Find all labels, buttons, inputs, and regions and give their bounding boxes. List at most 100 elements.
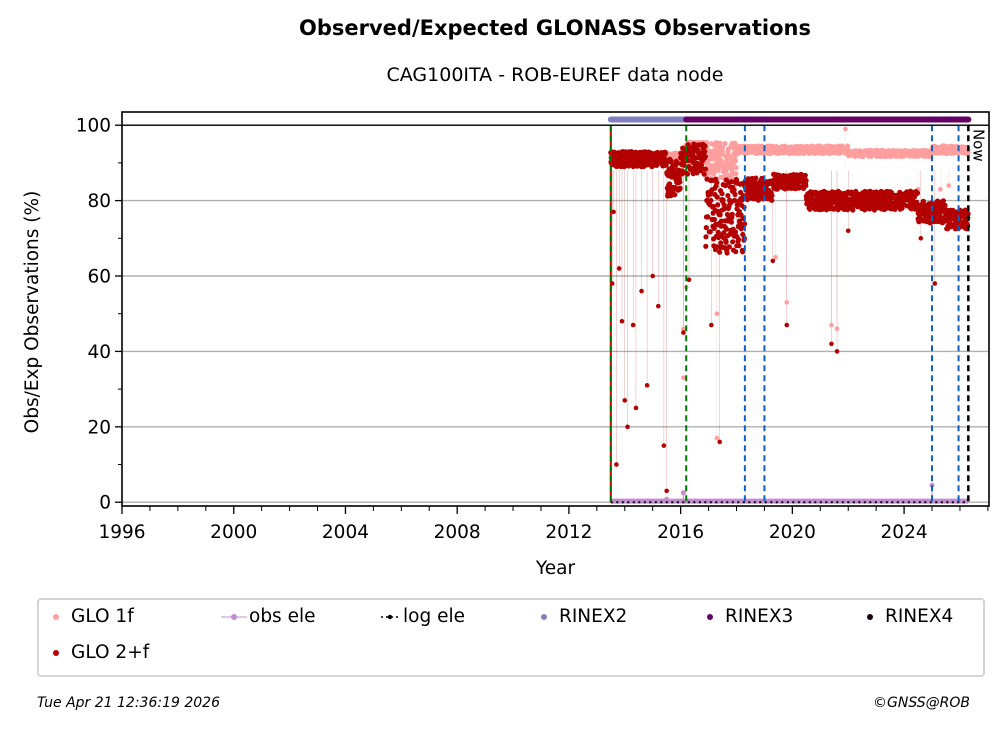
glo1f-point [681,326,686,332]
legend-item-rinex2: RINEX2 [533,606,627,627]
glo1f-marker-icon [45,607,71,627]
glo2f-point [729,179,735,185]
glo2f-point [742,221,748,227]
glo2f-point [730,239,736,245]
glo2f-point [942,202,948,208]
glo2f-point [829,341,834,347]
x-tick-label: 1996 [98,522,145,543]
glo1f-point [843,126,848,132]
glo2f-point [702,153,708,160]
glo2f-point [630,322,636,328]
legend-label: GLO 2+f [71,642,150,663]
glo2f-point [729,211,735,217]
x-tick-label: 2024 [881,522,928,543]
x-tick-label: 2012 [545,522,592,543]
glo2f-point [667,181,673,187]
glo2f-point [614,462,619,467]
glo2f-point [702,149,708,155]
glo2f-point [721,230,727,236]
glo1f-point [681,375,686,381]
glo2f-point [616,266,622,271]
y-tick-label: 0 [99,493,111,514]
glo2f-point [672,192,678,198]
rinex3-marker-icon [699,607,725,627]
glo2f-point [726,244,733,250]
legend-item-glo1f: GLO 1f [45,606,134,627]
glo1f-point [938,186,943,192]
glo1f-point [834,326,840,332]
glo1f-point [722,153,728,159]
glo2f-point [703,234,709,240]
glo2f-point [661,443,667,448]
glo2f-point [802,172,808,178]
legend-item-rinex4: RINEX4 [859,606,953,627]
glo2f-point [807,206,813,212]
glo2f-point [753,175,759,181]
glo1f-point [732,158,739,164]
glo2f-point [677,185,683,191]
legend-item-log-ele: log ele [379,606,465,627]
glo2f-point [720,197,726,203]
glo2f-point [724,250,730,256]
glo1f-point [829,322,834,328]
x-tick-label: 2004 [322,522,369,543]
legend-label: log ele [403,606,465,627]
data-layer [608,126,971,504]
x-tick-label: 2000 [210,522,257,543]
glo2f-point [655,303,661,309]
glo2f-point [728,219,735,225]
glo2f-point [707,229,713,235]
glo1f-point [722,140,728,147]
log-ele-line-marker-icon [379,607,403,627]
legend-label: GLO 1f [71,606,134,627]
glo2f-point [677,179,683,185]
glo2f-point [717,439,723,445]
glo1f-point [724,157,730,163]
glo2f-point [709,322,714,328]
glo2f-point [913,199,920,205]
glo2f-point [633,405,639,411]
glo2f-point [722,206,728,212]
glo2f-point [803,178,809,184]
glo2f-point [664,488,669,494]
glo2f-point [686,277,692,283]
glo1f-point [845,143,851,149]
glo2f-point [639,288,644,294]
glo2f-point [679,168,686,174]
glo2f-point [662,150,669,157]
glo2f-point [711,225,717,231]
glo1f-point [719,149,725,155]
glo2f-point [835,207,841,213]
glo2f-point [769,197,775,203]
chart-subtitle: CAG100ITA - ROB-EUREF data node [386,64,724,86]
chart-title: Observed/Expected GLONASS Observations [299,16,811,40]
glo2f-point [714,180,720,186]
glo2f-point [732,191,738,198]
glo2f-point [731,197,738,203]
glo2f-point [850,207,856,213]
y-axis-ticks: 0 20 40 60 80 100 [76,116,122,514]
event-lines [609,125,970,503]
glo1f-point [714,311,720,317]
glo2f-point [611,209,616,215]
glo2f-point [770,258,776,264]
glo2f-point [708,197,714,204]
glo2f-point [715,202,721,208]
glo2f-point [733,249,739,255]
legend-label: RINEX4 [885,606,954,627]
glo1f-point [965,150,971,156]
glo2f-point [694,170,700,176]
glo2f-point [731,187,737,193]
glo2f-point [947,217,953,224]
x-tick-label: 2020 [769,522,816,543]
now-label: Now [969,129,987,162]
y-tick-label: 80 [87,191,111,212]
gridlines [122,124,989,503]
generated-timestamp: Tue Apr 21 12:36:19 2026 [37,695,220,711]
glo2f-point [705,214,711,220]
glo2f-point [803,183,809,189]
glo1f-point [719,145,726,151]
glo2f-marker-icon [45,643,71,663]
glo2f-point [717,212,723,218]
glo2f-point [918,236,924,241]
